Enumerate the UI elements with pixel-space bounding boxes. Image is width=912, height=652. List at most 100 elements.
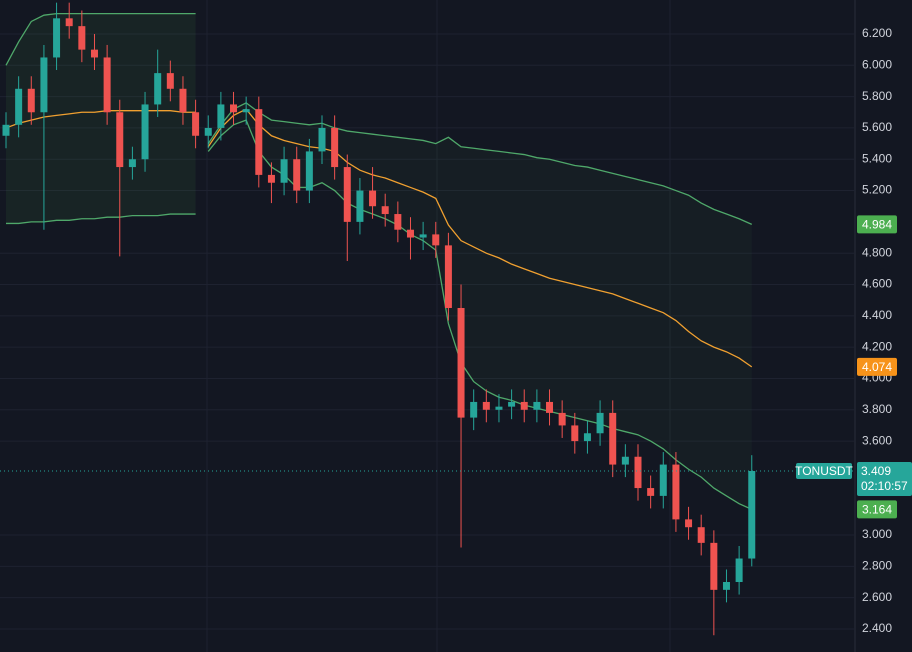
candle-body: [634, 456, 642, 489]
candle-body: [141, 104, 149, 160]
candle-body: [609, 412, 617, 465]
price-tag-label: 3.164: [862, 503, 892, 517]
price-axis: 2.4002.6002.8003.0003.6003.8004.0004.200…: [856, 0, 912, 652]
candle-body: [697, 527, 705, 543]
candle-body: [27, 88, 35, 113]
y-tick-label: 2.800: [862, 559, 892, 573]
y-tick-label: 2.600: [862, 590, 892, 604]
y-tick-label: 3.800: [862, 402, 892, 416]
candle-body: [432, 234, 440, 246]
candle-body: [192, 112, 200, 136]
candle-body: [735, 558, 743, 583]
candles: [2, 2, 756, 636]
band-upper: [5, 12, 196, 66]
candle-body: [558, 412, 566, 426]
candle-body: [621, 456, 629, 465]
candle-body: [65, 18, 73, 27]
candle-body: [482, 401, 490, 410]
candle-body: [647, 488, 655, 496]
band-upper: [207, 102, 753, 225]
candle-body: [128, 159, 136, 168]
candle-body: [293, 159, 301, 191]
price-axis-bg: [856, 0, 912, 652]
candle-body: [166, 73, 174, 89]
price-tag: [857, 357, 897, 376]
candle-body: [685, 519, 693, 528]
candle-body: [659, 464, 667, 496]
candle-body: [508, 401, 516, 407]
candle-body: [204, 127, 212, 136]
y-tick-label: 4.200: [862, 339, 892, 353]
candle-body: [280, 159, 288, 183]
band-middle: [207, 108, 753, 368]
candle-body: [748, 470, 756, 559]
countdown: 02:10:57: [861, 479, 908, 493]
price-tag-label: 4.074: [862, 360, 892, 374]
last-price-label: 3.409: [861, 464, 891, 478]
band-fill: [6, 13, 196, 224]
candle-body: [78, 26, 86, 50]
candle-body: [596, 412, 604, 434]
y-tick-label: 5.800: [862, 89, 892, 103]
candle-body: [520, 401, 528, 410]
candle-body: [394, 214, 402, 230]
y-tick-label: 5.600: [862, 120, 892, 134]
candle-body: [242, 109, 250, 113]
price-tag: [857, 215, 897, 234]
price-tag-label: 4.984: [862, 218, 892, 232]
bands: [5, 12, 753, 510]
band-lower: [6, 213, 196, 225]
candle-body: [230, 104, 238, 113]
candle-body: [444, 245, 452, 308]
candle-body: [533, 401, 541, 410]
y-tick-label: 3.600: [862, 433, 892, 447]
candle-body: [154, 73, 162, 105]
y-tick-label: 4.400: [862, 308, 892, 322]
candle-body: [546, 401, 554, 413]
candle-body: [103, 57, 111, 113]
candle-body: [53, 18, 61, 58]
candle-body: [583, 433, 591, 442]
candle-body: [40, 57, 48, 113]
candle-body: [15, 88, 23, 125]
y-tick-label: 4.800: [862, 245, 892, 259]
candle-body: [571, 425, 579, 442]
symbol-tag: [796, 462, 852, 479]
candle-body: [419, 234, 427, 238]
candle-body: [318, 127, 326, 152]
candle-body: [2, 124, 10, 136]
grid: [0, 33, 855, 630]
band-middle: [5, 110, 196, 129]
candle-body: [406, 229, 414, 238]
candle-body: [722, 582, 730, 590]
candle-body: [90, 49, 98, 58]
candle-body: [470, 401, 478, 418]
price-tag: [857, 500, 897, 519]
y-tick-label: 5.400: [862, 151, 892, 165]
candle-body: [267, 174, 275, 183]
candle-body: [356, 190, 364, 222]
candle-body: [495, 406, 503, 410]
candle-body: [305, 151, 313, 191]
candle-body: [179, 88, 187, 113]
y-tick-label: 3.000: [862, 527, 892, 541]
last-price-tag: [857, 461, 912, 496]
y-tick-label: 2.400: [862, 621, 892, 635]
candle-body: [381, 206, 389, 215]
candle-body: [331, 127, 339, 168]
y-tick-label: 4.600: [862, 277, 892, 291]
y-tick-label: 5.200: [862, 183, 892, 197]
candle-body: [116, 112, 124, 168]
candle-body: [369, 190, 377, 207]
y-tick-label: 6.200: [862, 26, 892, 40]
candle-body: [457, 307, 465, 418]
y-tick-label: 6.000: [862, 57, 892, 71]
band-fill: [208, 102, 752, 510]
candle-body: [255, 109, 263, 175]
candle-body: [710, 542, 718, 590]
candle-body: [343, 167, 351, 222]
candle-body: [672, 464, 680, 520]
